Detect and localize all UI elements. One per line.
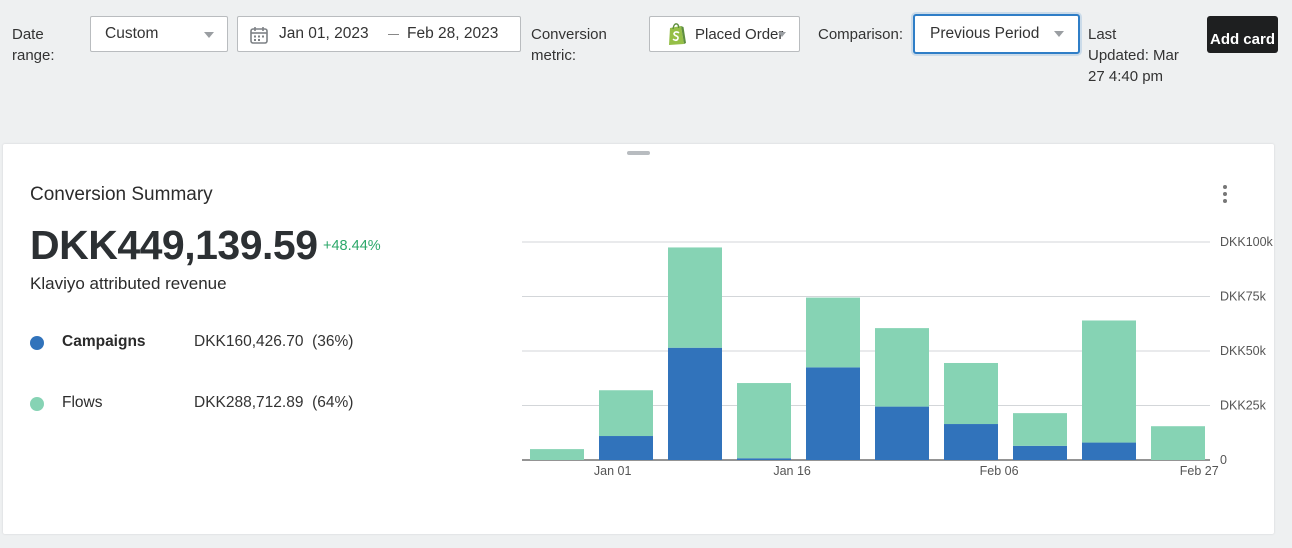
bar-flows bbox=[668, 247, 722, 348]
date-separator bbox=[388, 34, 399, 35]
bar-flows bbox=[1013, 413, 1067, 446]
x-tick-label: Feb 27 bbox=[1180, 464, 1219, 478]
bar-campaigns bbox=[1082, 442, 1136, 460]
conversion-metric-label: Conversion metric: bbox=[531, 26, 607, 64]
conversion-metric-value: Placed Order bbox=[695, 26, 784, 43]
y-tick-label: DKK75k bbox=[1220, 290, 1267, 304]
bar-flows bbox=[530, 449, 584, 460]
bar-campaigns bbox=[875, 406, 929, 460]
total-revenue: DKK449,139.59 bbox=[30, 222, 318, 268]
bar-flows bbox=[806, 297, 860, 368]
shopify-icon bbox=[669, 23, 686, 45]
date-start-input[interactable]: Jan 01, 2023 bbox=[279, 25, 369, 42]
bar-flows bbox=[1151, 426, 1205, 460]
bar-campaigns bbox=[944, 424, 998, 460]
bar-flows bbox=[944, 362, 998, 425]
legend-label: Flows bbox=[62, 394, 103, 411]
x-tick-label: Jan 01 bbox=[594, 464, 632, 478]
bar-flows bbox=[737, 383, 791, 459]
bar-campaigns bbox=[806, 367, 860, 460]
toolbar: Date range: Custom Jan 01, 2023 Feb 28, … bbox=[0, 0, 1292, 140]
add-card-button[interactable]: Add card bbox=[1207, 16, 1278, 53]
date-end-input[interactable]: Feb 28, 2023 bbox=[407, 25, 499, 42]
legend-value: DKK160,426.70 (36%) bbox=[194, 333, 354, 350]
bar-campaigns bbox=[737, 458, 791, 460]
bar-campaigns bbox=[1013, 445, 1067, 460]
legend-value: DKK288,712.89 (64%) bbox=[194, 394, 354, 411]
flows-color-dot bbox=[30, 397, 44, 411]
card-title: Conversion Summary bbox=[30, 184, 213, 205]
y-tick-label: DKK100k bbox=[1220, 235, 1274, 249]
campaigns-color-dot bbox=[30, 336, 44, 350]
y-tick-label: DKK25k bbox=[1220, 399, 1267, 413]
x-tick-label: Feb 06 bbox=[980, 464, 1019, 478]
conversion-summary-card: Conversion Summary DKK449,139.59 +48.44%… bbox=[3, 144, 1274, 534]
y-tick-label: DKK50k bbox=[1220, 344, 1267, 358]
revenue-subtitle: Klaviyo attributed revenue bbox=[30, 274, 227, 293]
legend-item-flows: Flows DKK288,712.89 (64%) bbox=[30, 394, 360, 416]
date-range-select[interactable]: Custom bbox=[90, 16, 228, 52]
bar-flows bbox=[599, 390, 653, 437]
last-updated-text: Last Updated: Mar 27 4:40 pm bbox=[1088, 26, 1179, 85]
conversion-metric-select[interactable]: Placed Order bbox=[649, 16, 800, 52]
date-range-label: Date range: bbox=[12, 26, 55, 64]
stacked-bar-chart: 0 DKK25k DKK50k DKK75k DKK100k Jan 01 Jan 16 Fe… bbox=[522, 235, 1274, 478]
chevron-down-icon bbox=[778, 32, 786, 37]
date-picker[interactable]: Jan 01, 2023 Feb 28, 2023 bbox=[237, 16, 521, 52]
chevron-down-icon bbox=[1054, 31, 1064, 37]
bar-campaigns bbox=[668, 347, 722, 460]
more-vertical-icon[interactable] bbox=[1221, 185, 1229, 205]
comparison-value: Previous Period bbox=[930, 25, 1040, 42]
comparison-label: Comparison: bbox=[818, 26, 904, 43]
legend-item-campaigns: Campaigns DKK160,426.70 (36%) bbox=[30, 333, 360, 355]
bar-flows bbox=[875, 328, 929, 407]
date-range-value: Custom bbox=[105, 25, 159, 42]
bar-flows bbox=[1082, 320, 1136, 443]
bar-campaigns bbox=[599, 436, 653, 460]
x-tick-label: Jan 16 bbox=[773, 464, 811, 478]
legend-label: Campaigns bbox=[62, 333, 146, 350]
chevron-down-icon bbox=[204, 32, 214, 38]
drag-handle[interactable] bbox=[627, 151, 650, 155]
y-tick-label: 0 bbox=[1220, 453, 1227, 467]
revenue-delta-badge: +48.44% bbox=[323, 238, 381, 254]
comparison-select[interactable]: Previous Period bbox=[913, 14, 1080, 54]
calendar-icon bbox=[250, 27, 268, 44]
